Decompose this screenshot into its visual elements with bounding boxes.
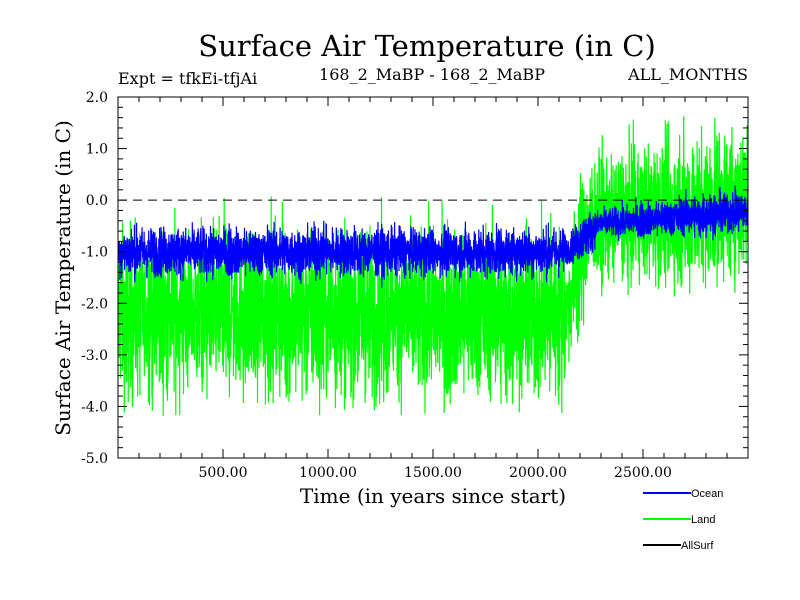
x-tick-label: 500.00 bbox=[199, 465, 248, 481]
x-tick-label: 1500.00 bbox=[404, 465, 462, 481]
legend: Ocean Land AllSurf bbox=[643, 488, 723, 552]
x-tick-label: 1000.00 bbox=[299, 465, 357, 481]
x-tick-label: 2000.00 bbox=[509, 465, 567, 481]
x-tick-label: 2500.00 bbox=[614, 465, 672, 481]
x-axis-label: Time (in years since start) bbox=[300, 484, 566, 508]
y-tick-label: 2.0 bbox=[86, 90, 108, 106]
y-axis-label: Surface Air Temperature (in C) bbox=[51, 120, 75, 436]
legend-label-land: Land bbox=[691, 514, 715, 526]
y-tick-label: -4.0 bbox=[81, 399, 108, 415]
y-tick-label: 0.0 bbox=[86, 193, 108, 209]
subtitle-experiment: Expt = tfkEi-tfjAi bbox=[118, 69, 257, 88]
y-tick-label: -5.0 bbox=[81, 451, 108, 467]
plot-area bbox=[117, 96, 749, 459]
legend-label-allsurf: AllSurf bbox=[681, 540, 714, 552]
x-tick-labels: 500.00 1000.00 1500.00 2000.00 2500.00 bbox=[199, 465, 672, 481]
series-layer bbox=[118, 116, 748, 417]
y-tick-label: 1.0 bbox=[86, 142, 108, 158]
y-tick-labels: 2.0 1.0 0.0 -1.0 -2.0 -3.0 -4.0 -5.0 bbox=[81, 90, 108, 467]
y-tick-label: -3.0 bbox=[81, 348, 108, 364]
legend-label-ocean: Ocean bbox=[691, 488, 723, 500]
subtitle-comparison: 168_2_MaBP - 168_2_MaBP bbox=[319, 65, 545, 84]
chart-title: Surface Air Temperature (in C) bbox=[198, 29, 656, 63]
series-line-land bbox=[118, 116, 748, 417]
subtitle-months: ALL_MONTHS bbox=[627, 65, 748, 84]
tick-marks bbox=[118, 96, 748, 459]
y-tick-label: -2.0 bbox=[81, 296, 108, 312]
y-tick-label: -1.0 bbox=[81, 245, 108, 261]
series-line-ocean bbox=[118, 185, 748, 288]
